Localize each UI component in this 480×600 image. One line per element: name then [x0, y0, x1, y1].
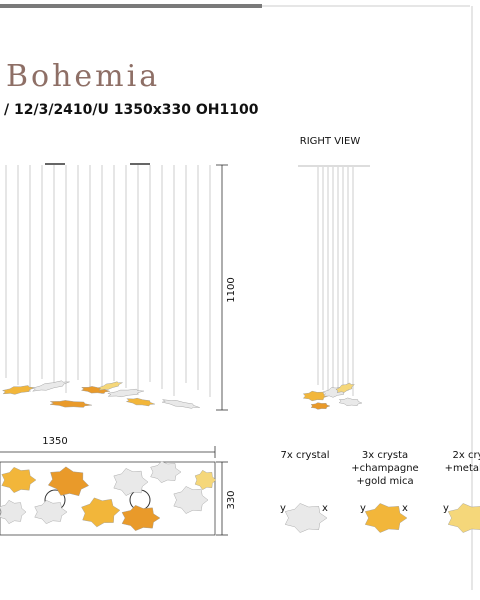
axis-label: x — [322, 503, 328, 514]
variant-label: +gold mica — [356, 476, 413, 487]
leaf — [335, 382, 355, 393]
leaf — [447, 503, 480, 533]
leaf — [113, 468, 149, 496]
leaf — [1, 467, 37, 493]
leaf — [125, 397, 155, 407]
variant-label: +metal p — [445, 463, 480, 474]
leaf — [97, 381, 123, 391]
leaf — [34, 500, 68, 524]
leaf — [1, 385, 35, 395]
axis-label: y — [360, 503, 366, 514]
leaf — [338, 397, 363, 406]
leaf — [81, 497, 121, 528]
variant-label: 7x crystal — [280, 450, 329, 461]
leaf — [194, 470, 217, 490]
axis-label: y — [280, 503, 286, 514]
leaf — [310, 402, 331, 410]
top-view-frame — [0, 461, 216, 536]
leaf — [284, 503, 328, 533]
right-view-label: RIGHT VIEW — [300, 136, 361, 147]
leaf — [364, 503, 408, 533]
axis-label: x — [402, 503, 408, 514]
title: / 12/3/2410/U 1350x330 OH1100 — [4, 102, 259, 118]
variant-label: +champagne — [351, 463, 418, 474]
brand: Bohemia — [6, 59, 160, 94]
leaf — [173, 486, 209, 514]
leaf — [121, 505, 161, 531]
variant-label: 3x crysta — [362, 450, 408, 461]
width-dim: 1350 — [42, 436, 67, 447]
leaf — [31, 380, 70, 392]
axis-label: y — [443, 503, 449, 514]
variant-label: 2x cry — [453, 450, 480, 461]
height-dim: 1100 — [226, 277, 237, 302]
leaf — [302, 390, 329, 402]
depth-dim: 330 — [226, 490, 237, 509]
leaf — [107, 388, 144, 398]
leaf — [47, 466, 90, 497]
leaf — [0, 500, 27, 524]
leaf — [162, 399, 200, 409]
leaf — [150, 461, 182, 483]
top-bar — [0, 4, 262, 8]
leaf — [50, 400, 93, 408]
